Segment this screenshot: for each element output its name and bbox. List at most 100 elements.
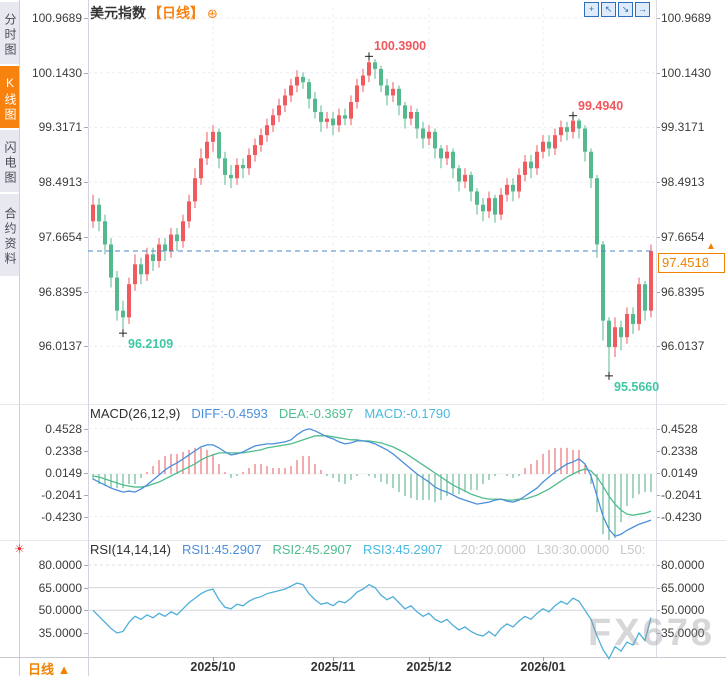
axis-tick: [84, 346, 88, 348]
y-axis-label: 0.0149: [661, 465, 698, 480]
panel-separator: [0, 540, 726, 541]
axis-tick: [84, 291, 88, 293]
plot-left-border: [88, 0, 89, 676]
period-tag: 【日线】: [148, 5, 204, 21]
y-axis-label: 98.4913: [38, 175, 82, 190]
y-axis-label: 100.1430: [31, 65, 82, 80]
y-axis-label: 96.8395: [661, 284, 705, 299]
axis-tick: [84, 516, 88, 518]
axis-tick: [656, 587, 660, 589]
legend-item: L50:: [620, 542, 646, 557]
x-axis-tick: [543, 657, 544, 661]
y-axis-label: -0.2041: [661, 487, 702, 502]
axis-tick: [656, 346, 660, 348]
axis-tick: [656, 127, 660, 129]
y-axis-label: 0.0149: [45, 465, 82, 480]
axis-tick: [84, 127, 88, 129]
axis-tick: [656, 18, 660, 19]
candlestick-plot[interactable]: [88, 8, 655, 404]
y-axis-label: -0.4230: [41, 509, 82, 524]
legend-item: L20:20.0000: [453, 542, 526, 557]
x-axis-label: 2025/10: [190, 660, 236, 674]
axis-tick: [656, 291, 660, 293]
y-axis-label: 99.3171: [38, 120, 82, 135]
rsi-plot[interactable]: [88, 558, 655, 660]
zoom-chart-icon[interactable]: ↘: [618, 2, 633, 17]
legend-item: DIFF:-0.4593: [191, 406, 268, 421]
fit-chart-icon[interactable]: ↖: [601, 2, 616, 17]
y-axis-label: -0.4230: [661, 509, 702, 524]
period-up-arrow-icon: ▲: [57, 662, 71, 676]
axis-tick: [656, 72, 660, 74]
y-axis-label: 0.2338: [661, 443, 698, 458]
y-axis-label: 98.4913: [661, 175, 705, 190]
y-axis-label: 65.0000: [38, 580, 82, 595]
y-axis-label: 100.9689: [31, 11, 82, 25]
y-axis-label: 97.6654: [38, 229, 82, 244]
footer-period-label[interactable]: 日线 ▲: [28, 662, 71, 676]
price-annotation: 96.2109: [128, 337, 174, 352]
y-axis-label: 99.3171: [661, 120, 705, 135]
axis-tick: [84, 587, 88, 589]
rsi-header: RSI(14,14,14) RSI1:45.2907 RSI2:45.2907 RSI…: [90, 542, 645, 557]
live-indicator-icon: ☀: [14, 542, 25, 556]
y-axis-label: 100.1430: [661, 65, 712, 80]
x-axis-tick: [429, 657, 430, 661]
legend-item: L30:30.0000: [536, 542, 610, 557]
rsi-label: RSI(14,14,14): [90, 542, 171, 557]
y-axis-label: 0.4528: [45, 421, 82, 436]
price-annotation: 100.3900: [374, 39, 427, 54]
axis-tick: [84, 18, 88, 19]
x-axis-tick: [333, 657, 334, 661]
y-axis-label: 100.9689: [661, 11, 712, 25]
axis-tick: [656, 450, 660, 452]
axis-tick: [656, 182, 660, 184]
axis-tick: [656, 494, 660, 496]
y-axis-label: 96.8395: [38, 284, 82, 299]
x-axis-tick: [213, 657, 214, 661]
macd-label: MACD(26,12,9): [90, 406, 181, 421]
current-price-value: 97.4518: [662, 255, 709, 270]
panel-separator: [0, 657, 726, 658]
legend-item: RSI1:45.2907: [181, 542, 262, 557]
axis-tick: [656, 516, 660, 518]
axis-tick: [656, 564, 660, 566]
crosshair-icon[interactable]: +: [584, 2, 599, 17]
y-axis-label: 80.0000: [38, 557, 82, 572]
expand-icon[interactable]: ⊕: [207, 6, 218, 21]
macd-plot[interactable]: [88, 424, 655, 540]
legend-item: RSI3:45.2907: [362, 542, 443, 557]
axis-tick: [656, 610, 660, 612]
y-axis-label: 97.6654: [661, 229, 705, 244]
current-price-tag: 97.4518: [658, 253, 725, 273]
axis-tick: [656, 632, 660, 634]
sidebar-tab-1[interactable]: 分时图: [0, 2, 19, 64]
macd-header: MACD(26,12,9) DIFF:-0.4593 DEA:-0.3697 MACD…: [90, 406, 450, 421]
sidebar-tab-3[interactable]: 闪电图: [0, 130, 19, 192]
y-axis-label: 50.0000: [661, 603, 705, 618]
sidebar-tab-4[interactable]: 合约资料: [0, 194, 19, 276]
sidebar: 分时图 K线图闪电图合约资料: [0, 0, 20, 676]
axis-tick: [656, 472, 660, 474]
y-axis-label: 35.0000: [38, 625, 82, 640]
y-axis-label: 96.0137: [661, 339, 705, 354]
x-axis-label: 2026/01: [520, 660, 566, 674]
axis-tick: [84, 236, 88, 238]
watermark: FX678: [588, 612, 715, 654]
y-axis-label: 65.0000: [661, 580, 705, 595]
pan-right-icon[interactable]: →: [635, 2, 650, 17]
y-axis-label: -0.2041: [41, 487, 82, 502]
y-axis-label: 50.0000: [38, 603, 82, 618]
axis-tick: [84, 564, 88, 566]
axis-tick: [84, 428, 88, 430]
axis-tick: [656, 236, 660, 238]
legend-item: RSI2:45.2907: [272, 542, 352, 557]
price-up-arrow-icon: ▲: [706, 241, 716, 252]
axis-tick: [84, 472, 88, 474]
x-axis-label: 2025/11: [310, 660, 356, 674]
sidebar-tab-2[interactable]: K线图: [0, 66, 19, 128]
axis-tick: [84, 494, 88, 496]
y-axis-label: 0.4528: [661, 421, 698, 436]
price-annotation: 95.5660: [614, 379, 660, 394]
